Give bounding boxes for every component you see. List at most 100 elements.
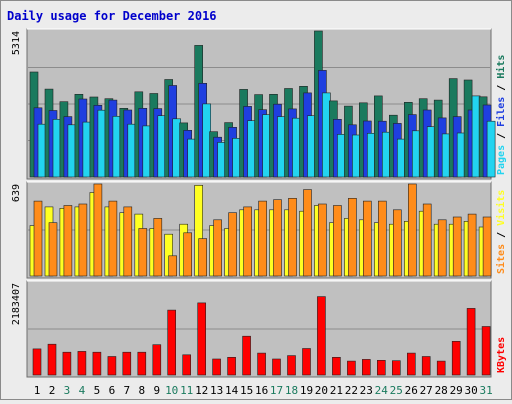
bar-sites-day-20 xyxy=(318,203,327,277)
bar-sites-day-25 xyxy=(392,209,402,277)
bar-sites-day-21 xyxy=(333,205,342,277)
bar-kbytes-day-31 xyxy=(481,326,491,376)
bar-sites-day-9 xyxy=(153,218,163,277)
bar-pages-day-31 xyxy=(486,120,496,178)
x-tick-day-21: 21 xyxy=(330,384,343,397)
chart-title: Daily usage for December 2016 xyxy=(7,9,217,23)
legend-separator: / xyxy=(496,226,507,244)
x-tick-day-1: 1 xyxy=(34,384,41,397)
x-tick-day-31: 31 xyxy=(479,384,492,397)
bar-sites-day-1 xyxy=(33,200,43,277)
bar-kbytes-day-19 xyxy=(302,348,311,376)
x-tick-day-19: 19 xyxy=(300,384,313,397)
x-tick-day-7: 7 xyxy=(123,384,130,397)
x-tick-day-29: 29 xyxy=(450,384,463,397)
legend-visits: Visits xyxy=(495,190,507,226)
bar-sites-day-10 xyxy=(168,255,177,277)
bar-sites-day-27 xyxy=(422,203,432,277)
bar-sites-day-15 xyxy=(243,206,252,277)
bar-kbytes-day-20 xyxy=(317,296,326,376)
bar-kbytes-day-11 xyxy=(182,354,191,376)
bar-kbytes-day-7 xyxy=(122,351,132,376)
bar-sites-day-4 xyxy=(78,203,88,277)
bar-sites-day-31 xyxy=(482,216,492,277)
legend-separator: / xyxy=(496,79,507,97)
legend-sites: Sites xyxy=(495,244,507,274)
x-tick-day-3: 3 xyxy=(64,384,71,397)
bar-kbytes-day-26 xyxy=(406,352,416,376)
bar-kbytes-day-21 xyxy=(332,356,341,376)
bar-sites-day-17 xyxy=(273,199,282,277)
x-tick-day-16: 16 xyxy=(255,384,268,397)
chart-panel-3: 2183407 KBytes xyxy=(11,280,507,378)
bar-sites-day-11 xyxy=(183,232,192,277)
y-max-label: 639 xyxy=(11,184,22,202)
legend-separator: / xyxy=(496,127,507,145)
bar-kbytes-day-18 xyxy=(287,355,296,376)
legend-kbytes: KBytes xyxy=(496,337,507,373)
bar-kbytes-day-17 xyxy=(272,358,281,376)
bar-kbytes-day-13 xyxy=(212,358,221,376)
x-tick-day-15: 15 xyxy=(240,384,253,397)
bar-sites-day-18 xyxy=(288,198,297,277)
bar-sites-day-16 xyxy=(258,200,267,277)
bar-kbytes-day-5 xyxy=(92,351,102,376)
x-tick-day-8: 8 xyxy=(138,384,145,397)
x-tick-day-14: 14 xyxy=(225,384,239,397)
bar-sites-day-8 xyxy=(138,228,148,277)
x-tick-day-23: 23 xyxy=(360,384,373,397)
y-max-label: 2183407 xyxy=(11,283,22,325)
bar-sites-day-24 xyxy=(377,200,387,277)
x-tick-day-13: 13 xyxy=(210,384,223,397)
legend: Sites / Visits xyxy=(495,190,507,274)
x-tick-day-27: 27 xyxy=(420,384,433,397)
x-tick-day-30: 30 xyxy=(464,384,477,397)
bar-kbytes-day-9 xyxy=(152,344,162,376)
bar-kbytes-day-25 xyxy=(391,360,401,376)
x-axis-labels: 1 2 3 4 5 6 7 8 9 10 11 12 13 14 15 16 17 18 19 20 21 22 23 24 2… xyxy=(34,384,493,397)
x-tick-day-18: 18 xyxy=(285,384,298,397)
x-tick-day-24: 24 xyxy=(375,384,389,397)
x-tick-day-12: 12 xyxy=(195,384,208,397)
bar-kbytes-day-6 xyxy=(107,356,117,376)
bar-sites-day-5 xyxy=(93,183,103,277)
x-tick-day-17: 17 xyxy=(270,384,283,397)
legend-files: Files xyxy=(495,97,507,127)
bar-kbytes-day-1 xyxy=(32,348,42,376)
bar-kbytes-day-29 xyxy=(451,340,461,376)
bar-sites-day-7 xyxy=(123,206,133,277)
bar-sites-day-13 xyxy=(213,219,222,277)
bar-sites-day-3 xyxy=(63,205,73,277)
bar-kbytes-day-15 xyxy=(242,335,251,376)
x-tick-day-2: 2 xyxy=(49,384,56,397)
chart-panel-2: 639 Sites / Visits xyxy=(11,181,507,279)
bar-kbytes-day-3 xyxy=(62,351,72,376)
bar-kbytes-day-28 xyxy=(436,360,446,376)
x-tick-day-20: 20 xyxy=(315,384,328,397)
legend: KBytes xyxy=(496,337,507,373)
x-tick-day-6: 6 xyxy=(109,384,116,397)
x-tick-day-5: 5 xyxy=(94,384,101,397)
bar-sites-day-28 xyxy=(437,219,447,277)
bar-kbytes-day-2 xyxy=(47,343,57,376)
bar-kbytes-day-23 xyxy=(361,359,371,376)
bar-sites-day-6 xyxy=(108,200,118,277)
bar-sites-day-2 xyxy=(48,222,58,277)
bar-sites-day-19 xyxy=(303,189,312,277)
bar-sites-day-23 xyxy=(362,200,372,277)
x-tick-day-22: 22 xyxy=(345,384,358,397)
bar-kbytes-day-27 xyxy=(421,356,431,376)
bar-kbytes-day-8 xyxy=(137,351,147,376)
x-tick-day-4: 4 xyxy=(79,384,86,397)
bar-kbytes-day-10 xyxy=(167,309,176,376)
chart-panel-1: 5314 Pages / Files / Hits xyxy=(11,28,507,180)
x-tick-day-10: 10 xyxy=(165,384,178,397)
legend: Pages / Files / Hits xyxy=(495,55,507,175)
bar-kbytes-day-12 xyxy=(197,302,206,376)
legend-pages: Pages xyxy=(496,145,507,175)
x-tick-day-25: 25 xyxy=(390,384,403,397)
y-max-label: 5314 xyxy=(11,31,22,55)
x-tick-day-28: 28 xyxy=(435,384,448,397)
